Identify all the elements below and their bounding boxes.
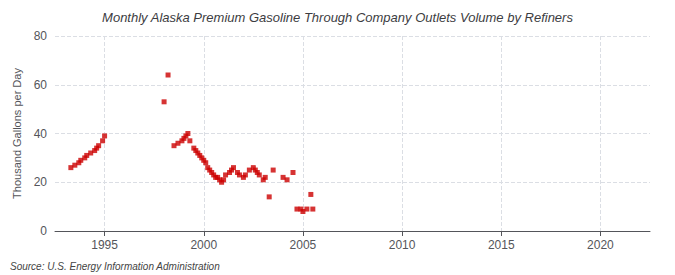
svg-text:60: 60 [34,78,48,92]
svg-text:2015: 2015 [488,238,515,252]
svg-text:1995: 1995 [91,238,118,252]
svg-text:Thousand Gallons per Day: Thousand Gallons per Day [11,68,23,199]
svg-text:80: 80 [34,29,48,43]
svg-text:20: 20 [34,175,48,189]
svg-text:0: 0 [40,224,47,238]
svg-text:Monthly Alaska Premium Gasolin: Monthly Alaska Premium Gasoline Through … [102,10,573,25]
svg-text:2010: 2010 [389,238,416,252]
svg-text:40: 40 [34,127,48,141]
svg-text:2000: 2000 [190,238,217,252]
svg-text:2005: 2005 [290,238,317,252]
svg-text:Source: U.S. Energy Informatio: Source: U.S. Energy Information Administ… [10,261,220,272]
svg-text:2020: 2020 [587,238,614,252]
